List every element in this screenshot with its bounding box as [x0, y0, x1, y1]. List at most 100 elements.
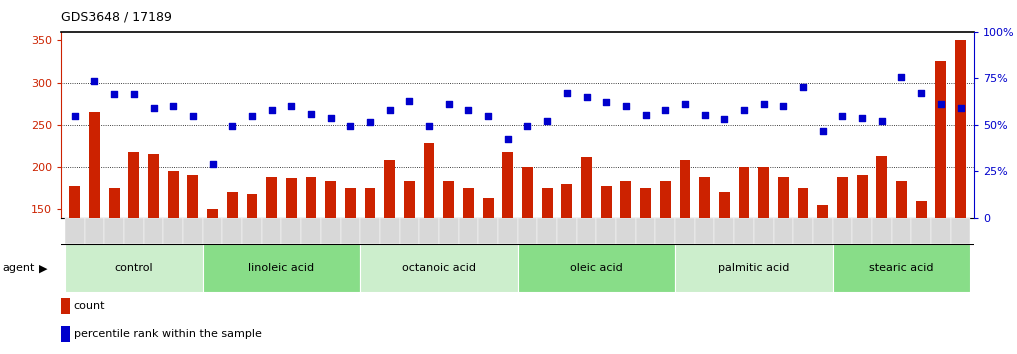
Point — [854, 115, 871, 121]
Bar — [675, 218, 695, 244]
Point — [461, 107, 477, 113]
Bar — [596, 218, 616, 244]
Point — [322, 115, 339, 121]
Bar — [620, 181, 632, 336]
Bar — [695, 218, 715, 244]
Bar — [640, 188, 651, 336]
Bar — [818, 205, 828, 336]
Bar — [778, 177, 789, 336]
Point — [204, 162, 221, 167]
Point — [933, 101, 949, 107]
Point — [579, 94, 595, 100]
Point — [342, 124, 358, 129]
Bar — [305, 177, 316, 336]
Bar — [679, 160, 691, 336]
Point — [244, 114, 260, 119]
Bar — [833, 244, 970, 292]
Bar — [896, 181, 907, 336]
Bar — [69, 185, 80, 336]
Point — [86, 78, 103, 84]
Point — [677, 101, 694, 107]
Text: GDS3648 / 17189: GDS3648 / 17189 — [61, 11, 172, 24]
Bar — [443, 181, 455, 336]
Bar — [892, 218, 911, 244]
Bar — [793, 218, 813, 244]
Point — [362, 119, 378, 125]
Point — [126, 91, 142, 96]
Bar — [951, 218, 970, 244]
Point — [617, 103, 634, 109]
Bar — [856, 176, 868, 336]
Bar — [931, 218, 951, 244]
Text: ▶: ▶ — [39, 263, 47, 273]
Bar — [404, 181, 415, 336]
Bar — [320, 218, 341, 244]
Bar — [459, 218, 478, 244]
Bar — [439, 218, 459, 244]
Point — [106, 91, 122, 96]
Bar — [955, 40, 966, 336]
Bar — [660, 181, 670, 336]
Bar — [837, 177, 848, 336]
Bar — [61, 298, 70, 314]
Point — [283, 103, 299, 109]
Bar — [148, 154, 159, 336]
Bar — [557, 218, 577, 244]
Bar — [852, 218, 872, 244]
Point — [539, 118, 555, 124]
Bar — [246, 194, 257, 336]
Point — [67, 114, 83, 119]
Text: percentile rank within the sample: percentile rank within the sample — [74, 329, 261, 339]
Bar — [719, 192, 730, 336]
Bar — [754, 218, 774, 244]
Bar — [498, 218, 518, 244]
Bar — [518, 244, 675, 292]
Bar — [223, 218, 242, 244]
Bar — [463, 188, 474, 336]
Point — [716, 116, 732, 122]
Point — [263, 107, 280, 113]
Point — [638, 112, 654, 118]
Point — [421, 124, 437, 129]
Bar — [419, 218, 439, 244]
Bar — [242, 218, 261, 244]
Bar — [483, 198, 493, 336]
Point — [381, 107, 398, 113]
Bar — [561, 184, 573, 336]
Bar — [577, 218, 596, 244]
Text: control: control — [115, 263, 154, 273]
Text: count: count — [74, 301, 105, 311]
Bar — [109, 188, 120, 336]
Bar — [400, 218, 419, 244]
Bar — [759, 167, 769, 336]
Text: oleic acid: oleic acid — [570, 263, 622, 273]
Bar — [345, 188, 356, 336]
Bar — [286, 178, 297, 336]
Bar — [365, 188, 375, 336]
Bar — [636, 218, 655, 244]
Text: agent: agent — [2, 263, 35, 273]
Bar — [675, 244, 833, 292]
Bar — [380, 218, 400, 244]
Bar — [89, 112, 100, 336]
Bar — [700, 177, 710, 336]
Point — [558, 90, 575, 96]
Bar — [266, 177, 277, 336]
Bar — [384, 160, 396, 336]
Point — [756, 101, 772, 107]
Bar — [601, 185, 611, 336]
Bar — [936, 62, 946, 336]
Point — [303, 111, 319, 116]
Bar — [183, 218, 202, 244]
Bar — [518, 218, 537, 244]
Point — [402, 98, 418, 104]
Bar — [833, 218, 852, 244]
Point — [224, 124, 240, 129]
Bar — [774, 218, 793, 244]
Bar — [207, 209, 218, 336]
Bar — [522, 167, 533, 336]
Point — [815, 128, 831, 133]
Point — [952, 105, 968, 111]
Bar — [164, 218, 183, 244]
Bar — [542, 188, 552, 336]
